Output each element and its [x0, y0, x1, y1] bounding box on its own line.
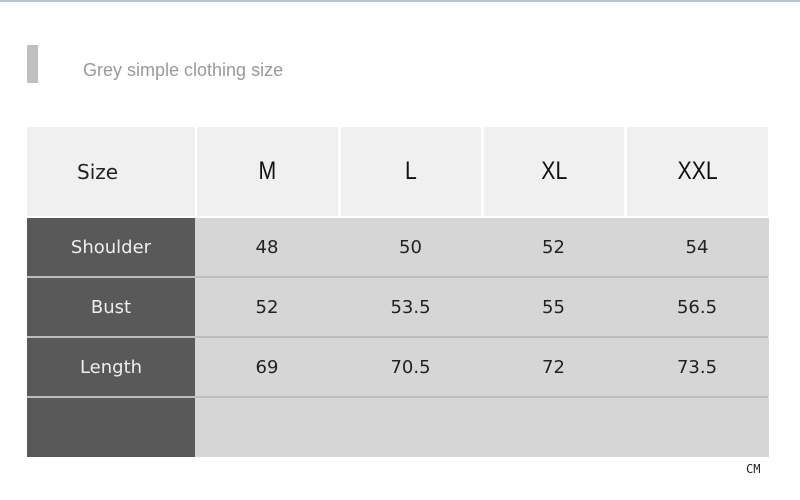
row-divider	[27, 396, 768, 398]
size-label: L	[405, 157, 417, 185]
table-cell: 55	[482, 278, 625, 337]
top-divider	[0, 0, 800, 2]
size-label: XXL	[677, 157, 718, 185]
title-accent-bar	[27, 45, 38, 83]
size-label: M	[258, 157, 277, 185]
table-cell	[339, 398, 482, 457]
table-cell: 50	[339, 218, 482, 277]
unit-label: CM	[746, 462, 761, 476]
table-cell: 72	[482, 338, 625, 397]
table-cell	[195, 398, 339, 457]
table-cell: 52	[482, 218, 625, 277]
table-cell: 54	[625, 218, 769, 277]
header-size-m: M	[197, 127, 338, 216]
row-divider	[27, 336, 768, 338]
size-label: XL	[540, 157, 568, 185]
table-cell: 73.5	[625, 338, 769, 397]
table-cell	[482, 398, 625, 457]
row-label: Bust	[27, 278, 195, 337]
row-label	[27, 398, 195, 457]
table-cell	[625, 398, 769, 457]
table-cell: 52	[195, 278, 339, 337]
table-cell: 53.5	[339, 278, 482, 337]
row-label: Length	[27, 338, 195, 397]
table-cell: 56.5	[625, 278, 769, 337]
header-size-l: L	[341, 127, 481, 216]
table-cell: 48	[195, 218, 339, 277]
header-size-label: Size	[27, 127, 195, 216]
table-cell: 70.5	[339, 338, 482, 397]
table-cell: 69	[195, 338, 339, 397]
page-title: Grey simple clothing size	[83, 60, 284, 80]
row-label: Shoulder	[27, 218, 195, 277]
header-size-xxl: XXL	[627, 127, 768, 216]
row-divider	[27, 276, 768, 278]
header-size-xl: XL	[484, 127, 624, 216]
